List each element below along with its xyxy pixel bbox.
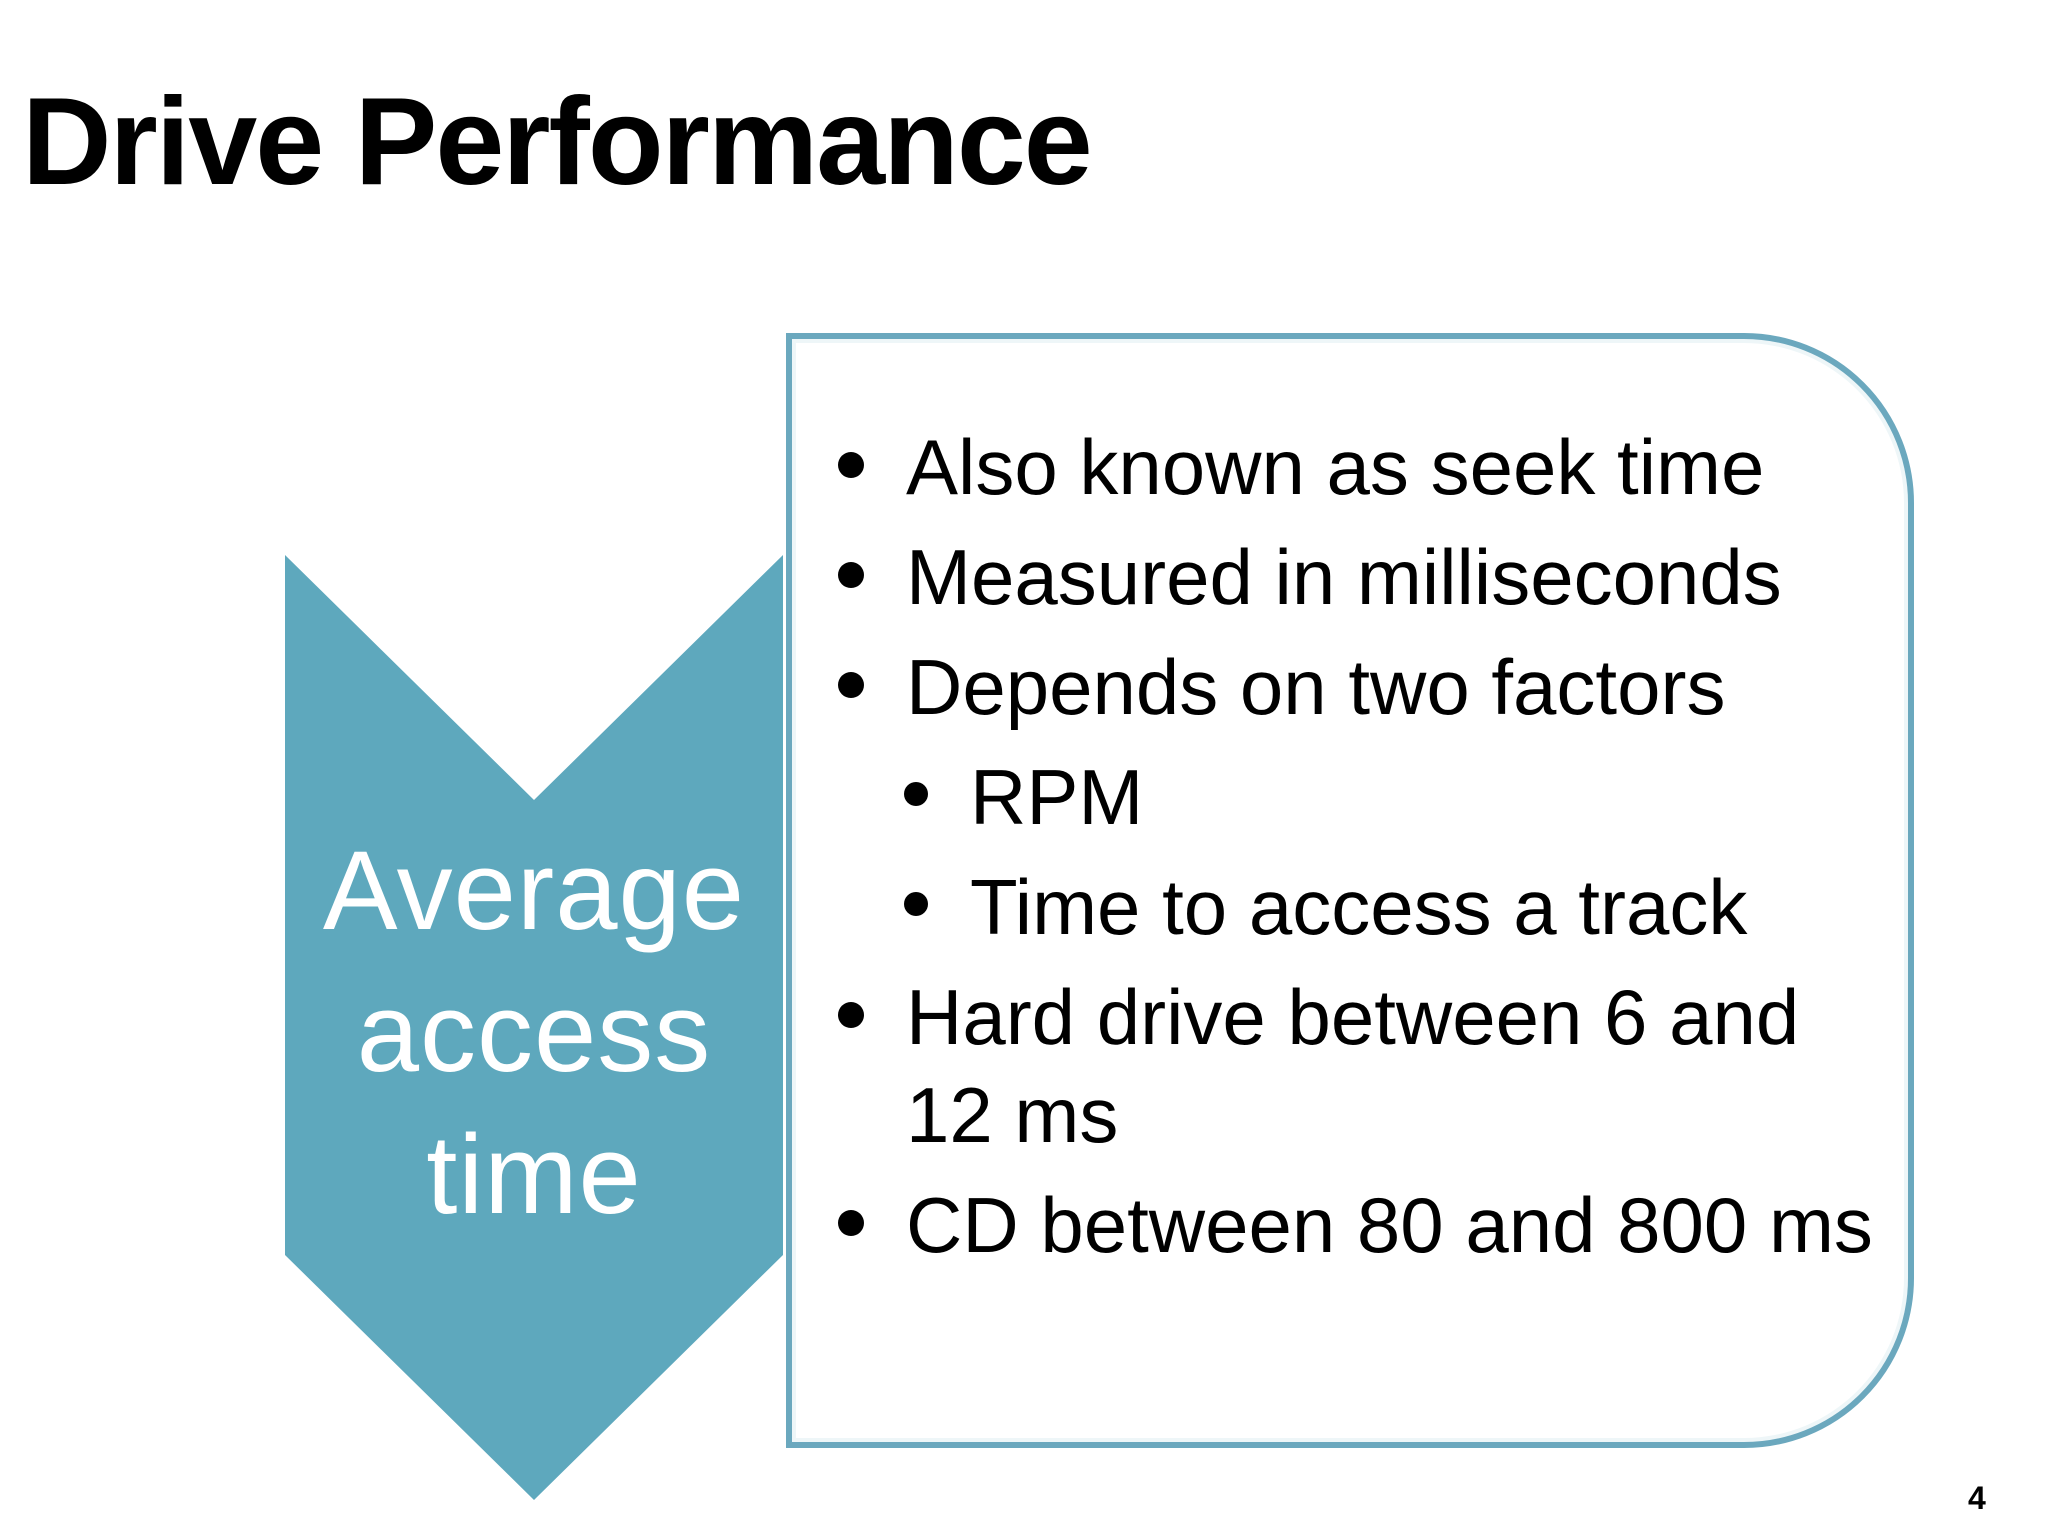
chevron-label-line: time bbox=[426, 1112, 642, 1237]
bullet-text: Also known as seek time bbox=[906, 423, 1765, 511]
bullet-text: Depends on two factors bbox=[906, 643, 1726, 731]
bullet-item: CD between 80 and 800 ms bbox=[836, 1176, 1896, 1274]
bullet-text: Time to access a track bbox=[970, 863, 1748, 951]
content-box bbox=[786, 333, 1914, 1448]
bullet-text: Measured in milliseconds bbox=[906, 533, 1782, 621]
bullet-item: Measured in milliseconds bbox=[836, 528, 1896, 626]
bullet-item: Also known as seek time bbox=[836, 418, 1896, 516]
chevron-label: Average access time bbox=[285, 820, 783, 1246]
bullet-text: RPM bbox=[970, 753, 1144, 841]
bullet-text: CD between 80 and 800 ms bbox=[906, 1181, 1873, 1269]
bullet-item: Hard drive between 6 and 12 ms bbox=[836, 968, 1896, 1164]
chevron-label-line: Average bbox=[322, 828, 746, 953]
sub-bullet-item: Time to access a track bbox=[836, 858, 1896, 956]
page-number: 4 bbox=[1968, 1480, 1986, 1516]
bullet-dot-icon bbox=[838, 1002, 864, 1028]
bullet-dot-icon bbox=[904, 892, 928, 916]
chevron-shape bbox=[285, 555, 783, 1500]
slide-title: Drive Performance bbox=[22, 73, 1093, 211]
bullet-item: Depends on two factors bbox=[836, 638, 1896, 736]
bullet-dot-icon bbox=[838, 452, 864, 478]
bullet-dot-icon bbox=[838, 672, 864, 698]
bullet-list: Also known as seek time Measured in mill… bbox=[836, 418, 1896, 1286]
chevron-label-line: access bbox=[356, 970, 712, 1095]
sub-bullet-item: RPM bbox=[836, 748, 1896, 846]
bullet-text: Hard drive between 6 and 12 ms bbox=[906, 973, 1800, 1159]
bullet-dot-icon bbox=[838, 1210, 864, 1236]
bullet-dot-icon bbox=[838, 562, 864, 588]
bullet-dot-icon bbox=[904, 782, 928, 806]
